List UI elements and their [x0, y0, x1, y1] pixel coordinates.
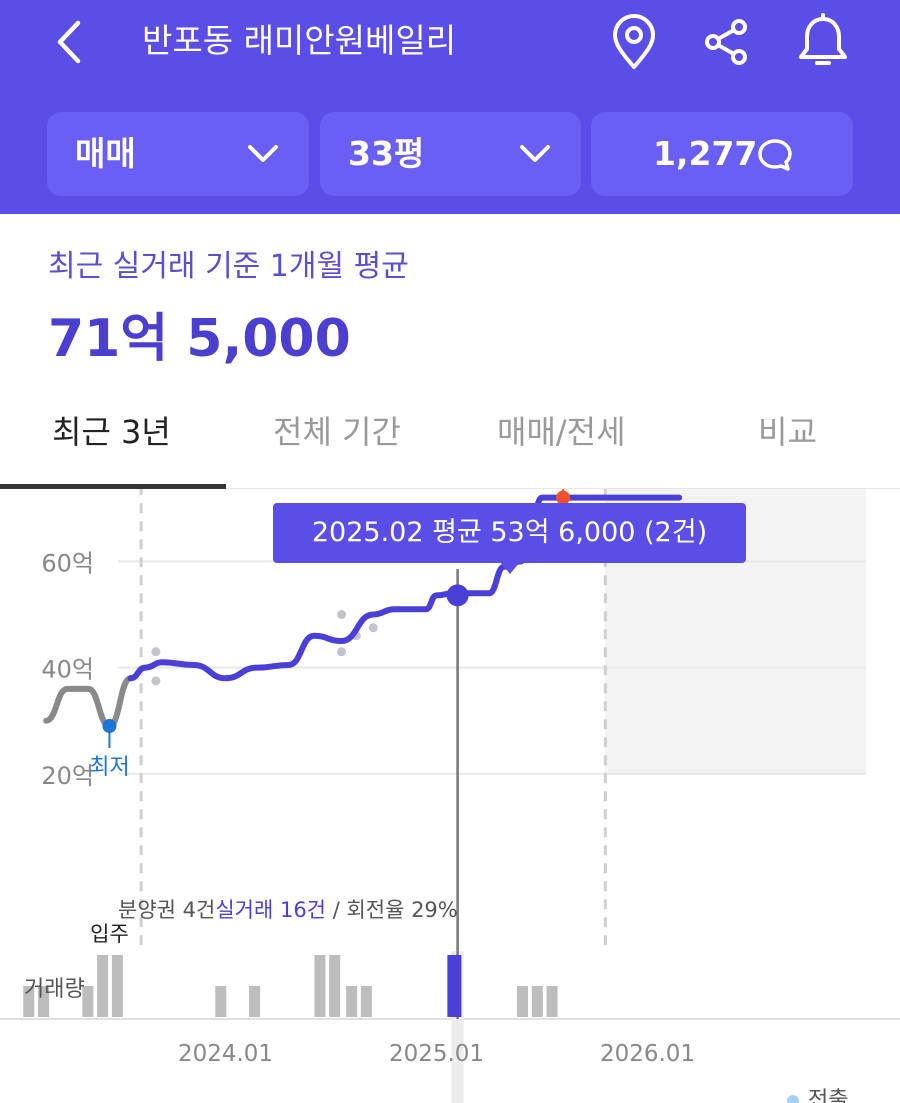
location-button[interactable] [606, 12, 662, 72]
back-button[interactable] [44, 14, 94, 70]
transaction-point [151, 676, 161, 686]
volume-bar [97, 955, 109, 1017]
volume-bar [360, 986, 372, 1017]
y-tick-label: 40억 [41, 656, 94, 684]
share-icon [705, 19, 747, 65]
volume-bar [346, 986, 358, 1017]
trade-count: 실거래 16건 [215, 898, 326, 922]
notification-button[interactable] [794, 12, 852, 70]
x-tick-label: 2026.01 [600, 1041, 695, 1067]
bell-icon [799, 13, 847, 65]
chevron-down-icon [520, 145, 550, 162]
trade-type-dropdown[interactable]: 매매 [47, 112, 309, 196]
volume-bar [314, 955, 326, 1017]
volume-bar [38, 986, 50, 1017]
chat-bubble-icon [758, 139, 792, 171]
tab-all-period[interactable]: 전체 기간 [273, 413, 401, 451]
price-tooltip: 2025.02 평균 53억 6,000 (2건) [273, 503, 746, 563]
comment-count-button[interactable]: 1,277 [591, 112, 853, 196]
pre-sale-count: 분양권 4건 [118, 898, 215, 922]
volume-bar [215, 986, 227, 1017]
page-title: 반포동 래미안원베일리 [142, 21, 457, 60]
legend-label: 전출 [808, 1088, 848, 1103]
volume-bar [249, 986, 261, 1017]
selected-point-marker [446, 584, 469, 607]
tooltip-pointer [500, 562, 520, 574]
volume-label: 거래량 [24, 977, 85, 1002]
tab-recent-3-years[interactable]: 최근 3년 [52, 413, 171, 451]
volume-bar [111, 955, 123, 1017]
volume-bar [23, 986, 35, 1017]
area-dropdown[interactable]: 33평 [320, 112, 581, 196]
pre-sale-price-line [43, 675, 134, 730]
x-tick-label: 2025.01 [389, 1041, 484, 1067]
y-tick-label: 20억 [41, 762, 94, 790]
chevron-down-icon [248, 145, 278, 162]
area-label: 33평 [348, 134, 425, 173]
transaction-point [337, 610, 347, 619]
top-header: 반포동 래미안원베일리 매매 33평 1,277 [0, 0, 900, 214]
y-tick-label: 60억 [41, 549, 94, 577]
legend-dot [787, 1095, 799, 1103]
tab-compare[interactable]: 비교 [758, 413, 817, 451]
volume-bar [531, 986, 543, 1017]
volume-bar [447, 955, 462, 1017]
transaction-point [368, 623, 378, 633]
back-arrow-icon [57, 20, 81, 64]
transaction-summary: 분양권 4건실거래 16건 / 회전율 29% [118, 898, 458, 922]
min-price-label: 최저 [89, 755, 129, 780]
transaction-point [337, 647, 347, 657]
volume-bar [517, 986, 529, 1017]
tab-trade-lease[interactable]: 매매/전세 [497, 413, 626, 451]
comment-count: 1,277 [653, 134, 758, 173]
trade-type-label: 매매 [75, 134, 136, 173]
move-in-label: 입주 [90, 922, 129, 946]
location-pin-icon [613, 14, 655, 69]
x-tick-label: 2024.01 [178, 1041, 273, 1067]
share-button[interactable] [698, 14, 754, 70]
volume-bar [82, 986, 94, 1017]
tabs-divider [0, 488, 900, 489]
turnover-rate: / 회전율 29% [326, 898, 458, 922]
average-price-label: 최근 실거래 기준 1개월 평균 [48, 249, 409, 284]
volume-bar [546, 986, 558, 1017]
active-tab-indicator [0, 484, 226, 489]
price-chart[interactable]: 80억60억40억20억 거래량최저최고분양권 4건실거래 16건 / 회전율 … [0, 489, 900, 1103]
volume-bar [329, 955, 341, 1017]
transaction-point [151, 647, 161, 657]
average-price-value: 71억 5,000 [48, 309, 351, 369]
